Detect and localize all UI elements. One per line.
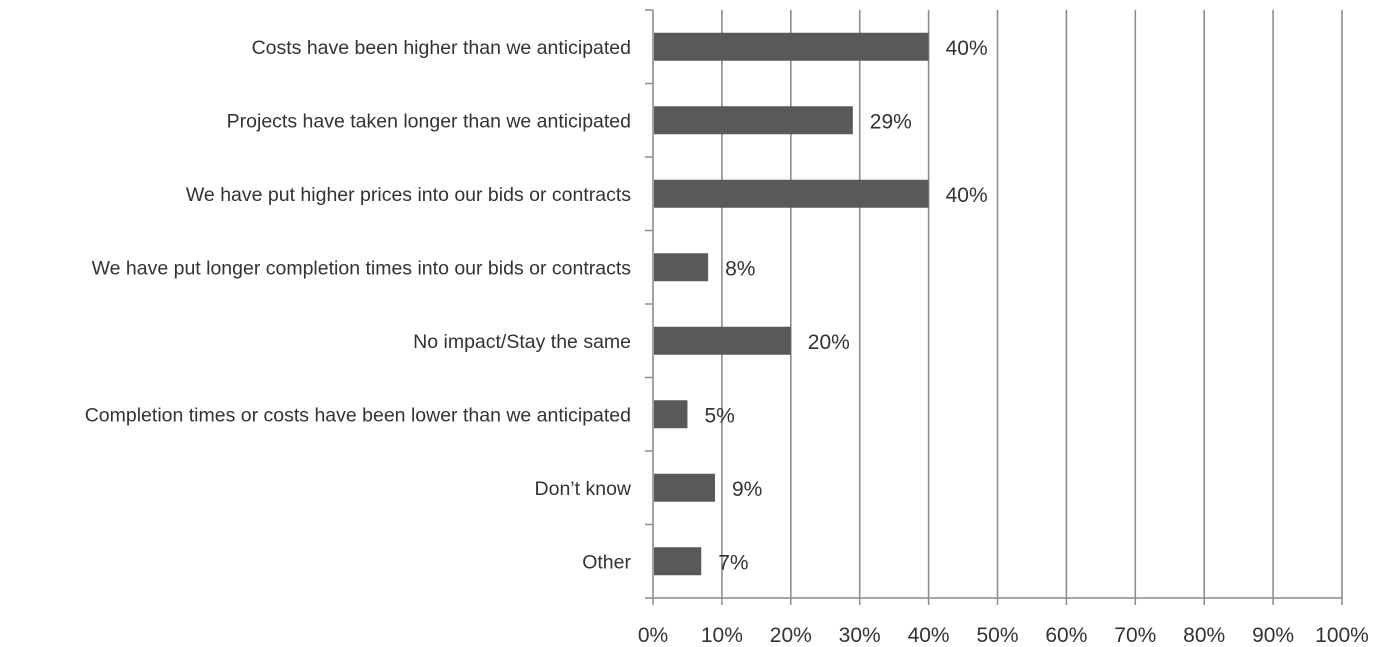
data-label: 9% — [732, 478, 762, 501]
bar — [654, 106, 853, 135]
x-tick-label: 60% — [1045, 624, 1087, 647]
bar — [654, 326, 791, 355]
data-label: 7% — [718, 551, 748, 574]
gridlines — [652, 10, 1343, 605]
x-tick-label: 40% — [908, 624, 950, 647]
x-tick-label: 50% — [976, 624, 1018, 647]
x-tick-label: 100% — [1315, 624, 1369, 647]
bar — [654, 473, 716, 502]
x-tick-labels: 0% 10% 20% 30% 40% 50% 60% 70% 80% 90% 100% — [638, 624, 1369, 647]
category-label: We have put higher prices into our bids … — [186, 184, 631, 206]
data-label: 40% — [946, 184, 988, 207]
bar — [654, 253, 709, 282]
category-label: We have put longer completion times into… — [92, 257, 632, 279]
data-label: 5% — [704, 404, 734, 427]
x-tick-label: 70% — [1114, 624, 1156, 647]
category-label: Projects have taken longer than we antic… — [227, 110, 631, 132]
data-label: 8% — [725, 257, 755, 280]
bar — [654, 547, 702, 576]
category-label: Don’t know — [535, 478, 632, 500]
bar — [654, 179, 929, 208]
x-tick-label: 30% — [839, 624, 881, 647]
x-tick-label: 10% — [701, 624, 743, 647]
value-labels: 40% 29% 40% 8% 20% 5% 9% 7% — [704, 37, 987, 575]
bar — [654, 400, 688, 429]
y-axis — [645, 9, 1342, 599]
data-label: 40% — [946, 37, 988, 60]
category-label: No impact/Stay the same — [413, 331, 631, 353]
category-label: Other — [582, 551, 631, 573]
x-tick-label: 80% — [1183, 624, 1225, 647]
category-labels: Costs have been higher than we anticipat… — [85, 37, 632, 574]
category-label: Completion times or costs have been lowe… — [85, 404, 631, 426]
x-tick-label: 20% — [770, 624, 812, 647]
bars — [654, 32, 929, 576]
data-label: 20% — [808, 331, 850, 354]
data-label: 29% — [870, 110, 912, 133]
category-label: Costs have been higher than we anticipat… — [252, 37, 631, 59]
bar — [654, 32, 929, 61]
x-tick-label: 0% — [638, 624, 668, 647]
x-tick-label: 90% — [1252, 624, 1294, 647]
